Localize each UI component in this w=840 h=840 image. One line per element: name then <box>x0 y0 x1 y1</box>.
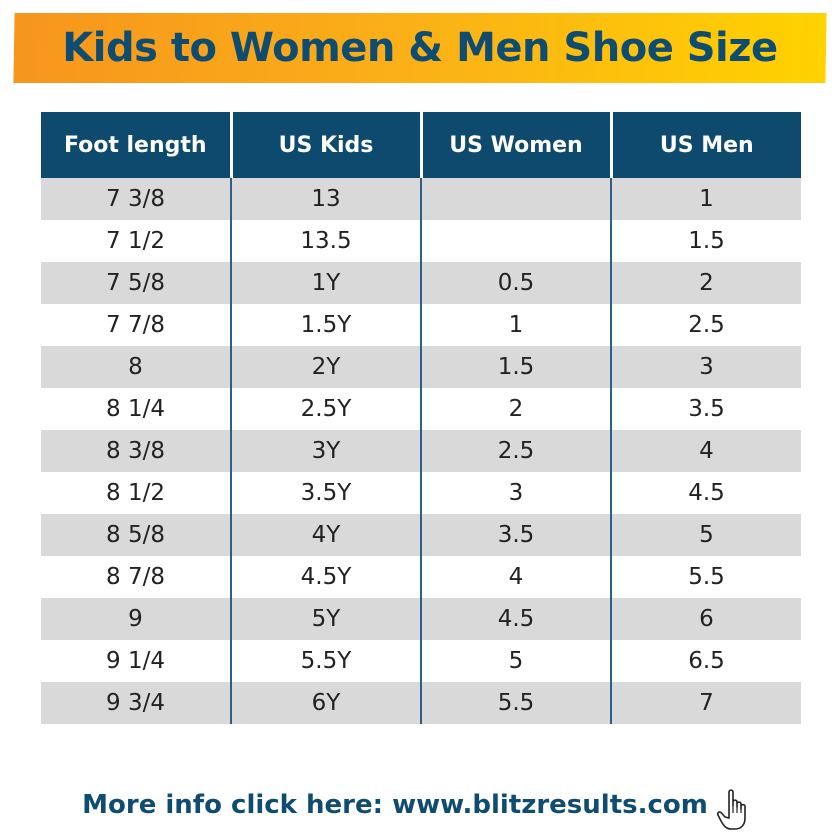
shoe-size-table: Foot length US Kids US Women US Men 7 3/… <box>41 112 801 724</box>
us-kids-cell: 1Y <box>230 262 421 304</box>
foot-length-cell: 8 3/8 <box>41 430 231 472</box>
table-row: 7 5/8 1Y 0.5 2 <box>41 262 801 304</box>
us-men-cell: 2 <box>610 262 801 304</box>
us-men-cell: 4 <box>610 430 801 472</box>
us-women-cell: 1 <box>420 304 611 346</box>
table-row: 8 1/2 3.5Y 3 4.5 <box>41 472 801 514</box>
table-row: 8 3/8 3Y 2.5 4 <box>41 430 801 472</box>
us-kids-cell: 5Y <box>230 598 421 640</box>
us-kids-cell: 4.5Y <box>230 556 421 598</box>
us-women-cell: 5 <box>420 640 611 682</box>
us-kids-cell: 3Y <box>230 430 421 472</box>
us-kids-cell: 13.5 <box>230 220 421 262</box>
table-row: 7 3/8 13 1 <box>41 178 801 220</box>
more-info-link[interactable]: More info click here: www.blitzresults.c… <box>82 790 708 820</box>
us-men-cell: 6 <box>610 598 801 640</box>
us-men-cell: 1 <box>610 178 801 220</box>
us-women-cell: 2.5 <box>420 430 611 472</box>
us-women-cell: 3 <box>420 472 611 514</box>
us-men-cell: 7 <box>610 682 801 724</box>
us-women-cell: 4 <box>420 556 611 598</box>
us-men-cell: 5.5 <box>610 556 801 598</box>
us-kids-cell: 2Y <box>230 346 421 388</box>
foot-length-cell: 7 1/2 <box>41 220 231 262</box>
us-men-cell: 6.5 <box>610 640 801 682</box>
us-kids-cell: 3.5Y <box>230 472 421 514</box>
us-kids-cell: 13 <box>230 178 421 220</box>
table-row: 8 7/8 4.5Y 4 5.5 <box>41 556 801 598</box>
us-women-cell <box>420 178 611 220</box>
table-row: 9 1/4 5.5Y 5 6.5 <box>41 640 801 682</box>
us-men-cell: 4.5 <box>610 472 801 514</box>
table-row: 8 2Y 1.5 3 <box>41 346 801 388</box>
foot-length-cell: 8 1/2 <box>41 472 231 514</box>
us-women-cell <box>420 220 611 262</box>
table-row: 8 1/4 2.5Y 2 3.5 <box>41 388 801 430</box>
table-row: 8 5/8 4Y 3.5 5 <box>41 514 801 556</box>
foot-length-cell: 8 <box>41 346 231 388</box>
column-header-foot-length: Foot length <box>41 112 231 178</box>
foot-length-cell: 9 3/4 <box>41 682 231 724</box>
us-men-cell: 5 <box>610 514 801 556</box>
foot-length-cell: 9 1/4 <box>41 640 231 682</box>
foot-length-cell: 9 <box>41 598 231 640</box>
us-kids-cell: 4Y <box>230 514 421 556</box>
us-kids-cell: 6Y <box>230 682 421 724</box>
foot-length-cell: 8 5/8 <box>41 514 231 556</box>
us-women-cell: 3.5 <box>420 514 611 556</box>
us-women-cell: 1.5 <box>420 346 611 388</box>
us-kids-cell: 5.5Y <box>230 640 421 682</box>
foot-length-cell: 7 7/8 <box>41 304 231 346</box>
foot-length-cell: 8 7/8 <box>41 556 231 598</box>
us-women-cell: 0.5 <box>420 262 611 304</box>
table-header-row: Foot length US Kids US Women US Men <box>41 112 801 178</box>
table-row: 9 5Y 4.5 6 <box>41 598 801 640</box>
column-header-us-kids: US Kids <box>229 112 421 178</box>
foot-length-cell: 7 5/8 <box>41 262 231 304</box>
us-men-cell: 1.5 <box>610 220 801 262</box>
page-title: Kids to Women & Men Shoe Size <box>62 25 778 71</box>
table-row: 7 1/2 13.5 1.5 <box>41 220 801 262</box>
us-kids-cell: 2.5Y <box>230 388 421 430</box>
table-row: 9 3/4 6Y 5.5 7 <box>41 682 801 724</box>
us-women-cell: 5.5 <box>420 682 611 724</box>
us-kids-cell: 1.5Y <box>230 304 421 346</box>
us-men-cell: 2.5 <box>610 304 801 346</box>
us-men-cell: 3 <box>610 346 801 388</box>
us-men-cell: 3.5 <box>610 388 801 430</box>
column-header-us-women: US Women <box>419 112 611 178</box>
column-header-us-men: US Men <box>609 112 801 178</box>
foot-length-cell: 8 1/4 <box>41 388 231 430</box>
us-women-cell: 2 <box>420 388 611 430</box>
foot-length-cell: 7 3/8 <box>41 178 231 220</box>
pointing-hand-icon[interactable] <box>715 788 755 832</box>
us-women-cell: 4.5 <box>420 598 611 640</box>
table-row: 7 7/8 1.5Y 1 2.5 <box>41 304 801 346</box>
